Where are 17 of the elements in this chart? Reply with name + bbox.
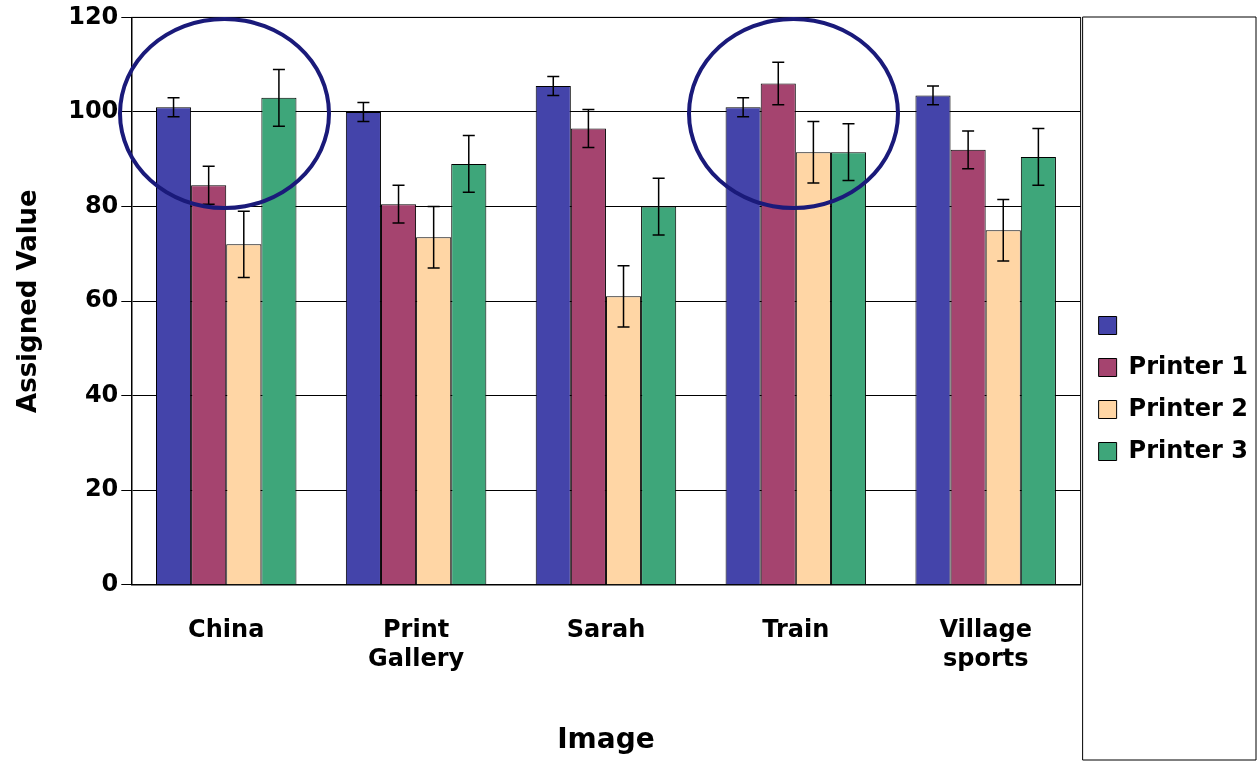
legend-label: Printer 2 (1128, 393, 1249, 422)
y-tick-label: 120 (68, 1, 119, 30)
y-tick-label: 40 (84, 379, 119, 408)
legend-label: Printer 3 (1128, 435, 1249, 464)
x-tick-label: Train (762, 615, 830, 644)
y-tick-label: 80 (84, 190, 119, 219)
y-axis-title: Assigned Value (12, 189, 43, 413)
y-tick-label: 100 (68, 96, 119, 125)
legend-label: Printer 1 (1128, 351, 1249, 380)
x-tick-label: Print Gallery (368, 615, 465, 673)
y-tick-label: 0 (101, 569, 119, 598)
y-tick-label: 20 (84, 474, 119, 503)
x-tick-label: China (188, 615, 265, 644)
x-tick-label: Village sports (939, 615, 1032, 673)
y-tick-label: 60 (84, 285, 119, 314)
x-axis-title: Image (557, 722, 655, 756)
x-tick-label: Sarah (566, 615, 646, 644)
